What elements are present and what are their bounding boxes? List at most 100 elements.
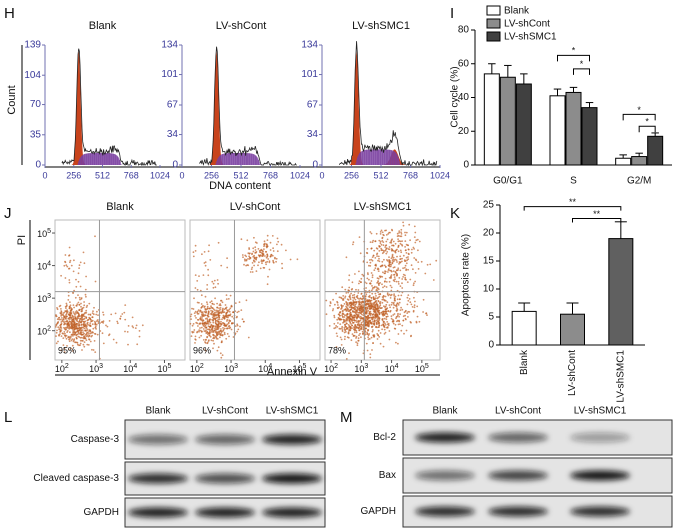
event-dot — [394, 295, 397, 298]
event-dot — [369, 307, 371, 310]
event-dot — [207, 311, 210, 314]
event-dot — [218, 307, 220, 309]
event-dot — [351, 294, 354, 297]
event-dot — [228, 335, 230, 338]
event-dot — [81, 326, 83, 329]
event-dot — [415, 239, 418, 242]
event-dot — [343, 338, 346, 341]
event-dot — [84, 311, 87, 314]
event-dot — [214, 331, 217, 334]
lane-label: LV-shCont — [495, 406, 541, 417]
event-dot — [376, 268, 379, 271]
event-dot — [102, 311, 104, 314]
event-dot — [266, 253, 269, 256]
event-dot — [208, 334, 211, 337]
panel-letter: K — [450, 205, 460, 222]
event-dot — [390, 248, 393, 250]
event-dot — [376, 248, 379, 250]
event-dot — [408, 253, 410, 256]
event-dot — [235, 316, 238, 319]
event-dot — [343, 319, 345, 321]
y-tick-label: 101 — [301, 69, 318, 80]
tick-base: 10 — [37, 229, 47, 239]
y-tick-label: 103 — [37, 293, 51, 305]
event-dot — [79, 333, 82, 336]
event-dot — [281, 267, 284, 270]
event-dot — [260, 260, 263, 263]
event-dot — [370, 297, 373, 299]
event-dot — [257, 248, 260, 250]
event-dot — [108, 334, 110, 337]
event-dot — [392, 306, 395, 309]
event-dot — [253, 264, 256, 267]
event-dot — [384, 277, 387, 280]
tick-exponent: 3 — [234, 363, 238, 370]
event-dot — [70, 322, 73, 325]
event-dot — [412, 246, 415, 249]
event-dot — [348, 279, 350, 281]
event-dot — [92, 327, 95, 330]
event-dot — [360, 323, 363, 326]
event-dot — [94, 323, 96, 326]
x-tick-label: 105 — [158, 363, 172, 375]
tick-exponent: 4 — [268, 363, 272, 370]
bar — [615, 157, 632, 166]
event-dot — [66, 315, 68, 318]
event-dot — [254, 246, 257, 249]
event-dot — [351, 302, 353, 305]
event-dot — [77, 312, 80, 315]
event-dot — [396, 307, 398, 310]
event-dot — [413, 296, 415, 299]
event-dot — [379, 275, 382, 278]
event-dot — [385, 240, 388, 243]
x-tick-label: 1024 — [430, 170, 450, 180]
event-dot — [60, 311, 63, 313]
event-dot — [82, 251, 85, 254]
event-dot — [355, 331, 358, 334]
event-dot — [384, 308, 387, 310]
event-dot — [396, 315, 399, 318]
event-dot — [280, 243, 283, 246]
event-dot — [350, 301, 353, 304]
x-tick-label: 102 — [55, 363, 69, 375]
event-dot — [397, 267, 400, 270]
event-dot — [351, 320, 353, 322]
x-tick-label: 0 — [179, 170, 184, 180]
bar — [511, 310, 537, 346]
y-tick-label: 0 — [488, 340, 494, 351]
event-dot — [370, 289, 373, 292]
event-dot — [62, 344, 65, 346]
event-dot — [264, 255, 266, 257]
event-dot — [365, 342, 368, 345]
event-dot — [208, 332, 211, 335]
event-dot — [229, 294, 232, 297]
event-dot — [374, 264, 377, 267]
event-dot — [400, 228, 403, 231]
event-dot — [350, 292, 352, 295]
event-dot — [342, 295, 345, 297]
gate-percent: 78% — [328, 345, 346, 355]
event-dot — [219, 352, 222, 355]
event-dot — [379, 342, 382, 345]
event-dot — [348, 352, 350, 355]
event-dot — [62, 314, 65, 317]
event-dot — [204, 295, 207, 298]
y-tick-label: 34 — [307, 129, 319, 140]
event-dot — [80, 305, 82, 308]
event-dot — [401, 324, 404, 327]
event-dot — [205, 311, 207, 314]
event-dot — [382, 345, 385, 348]
event-dot — [384, 295, 387, 298]
event-dot — [393, 266, 396, 268]
event-dot — [207, 313, 210, 316]
event-dot — [198, 323, 201, 325]
event-dot — [381, 301, 384, 304]
event-dot — [387, 268, 390, 270]
event-dot — [390, 315, 393, 318]
event-dot — [124, 330, 126, 333]
event-dot — [333, 327, 336, 330]
event-dot — [196, 331, 198, 334]
event-dot — [359, 252, 362, 255]
event-dot — [81, 318, 84, 321]
event-dot — [58, 333, 61, 335]
